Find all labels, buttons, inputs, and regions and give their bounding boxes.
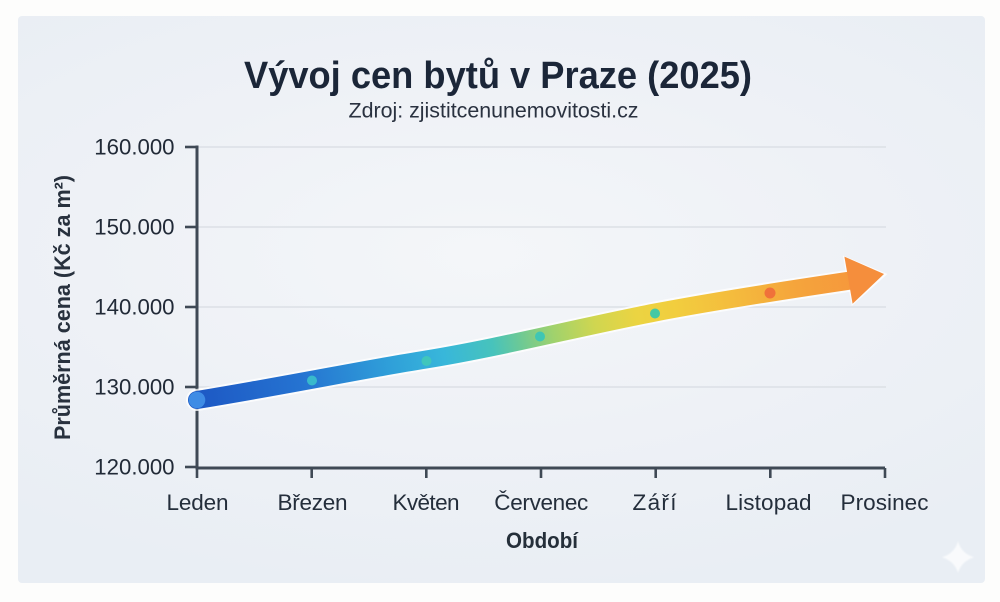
svg-text:150.000: 150.000 — [94, 215, 174, 240]
svg-text:120.000: 120.000 — [94, 455, 174, 480]
svg-text:140.000: 140.000 — [94, 295, 174, 320]
svg-text:Prosinec: Prosinec — [841, 490, 929, 515]
svg-text:Září: Září — [633, 490, 678, 515]
svg-text:Březen: Březen — [278, 490, 348, 515]
svg-text:Květen: Květen — [393, 490, 460, 515]
svg-text:Červenec: Červenec — [494, 490, 588, 515]
svg-text:Vývoj cen bytů v Praze (2025): Vývoj cen bytů v Praze (2025) — [244, 55, 752, 97]
svg-text:Zdroj: zjistitcenunemovitosti.: Zdroj: zjistitcenunemovitosti.cz — [349, 99, 639, 123]
svg-text:Období: Období — [506, 528, 579, 553]
svg-text:Leden: Leden — [167, 490, 229, 515]
svg-text:Listopad: Listopad — [726, 490, 812, 515]
svg-text:130.000: 130.000 — [94, 375, 174, 400]
svg-text:Průměrná cena (Kč za m²): Průměrná cena (Kč za m²) — [50, 175, 75, 440]
svg-text:160.000: 160.000 — [94, 135, 174, 160]
